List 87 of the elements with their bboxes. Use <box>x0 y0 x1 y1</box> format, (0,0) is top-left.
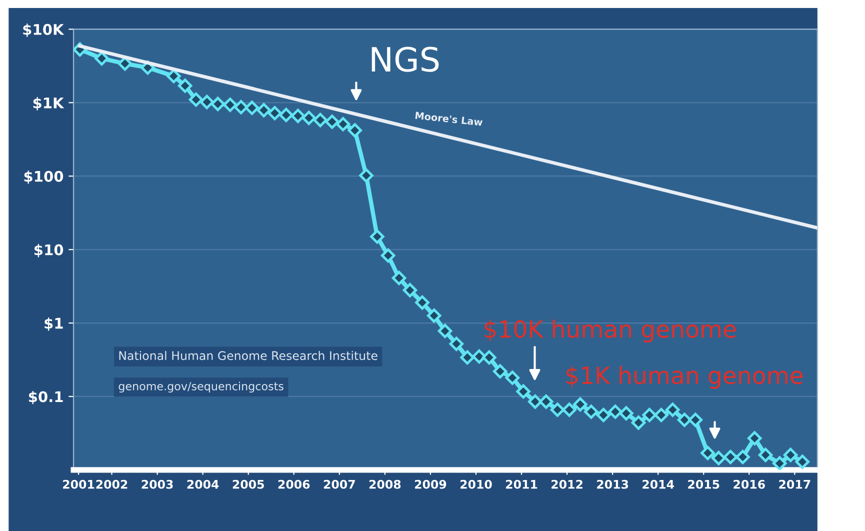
x-tick-label: 2013 <box>597 480 628 489</box>
point <box>711 450 726 466</box>
point <box>336 117 350 132</box>
point <box>380 248 396 263</box>
point <box>472 349 486 364</box>
point <box>528 394 542 409</box>
point <box>516 384 530 399</box>
point <box>492 364 508 378</box>
point <box>313 112 328 128</box>
point <box>392 270 406 286</box>
annotation: $1K human genome <box>566 366 803 389</box>
annotation: NGS <box>372 46 439 72</box>
point <box>348 123 362 138</box>
point <box>256 103 271 118</box>
point <box>596 408 611 422</box>
y-tick-label: $10 <box>34 244 64 258</box>
x-tick-label: 2017 <box>779 480 810 489</box>
point <box>449 336 464 352</box>
point <box>290 108 306 124</box>
annotation: $10K human genome <box>484 320 736 343</box>
point <box>783 448 798 462</box>
point <box>244 100 260 115</box>
point <box>747 431 762 446</box>
point <box>438 324 452 338</box>
point <box>94 51 109 66</box>
x-tick-label: 2001 <box>63 480 94 489</box>
point <box>758 448 773 462</box>
point <box>188 92 204 107</box>
annotation: genome.gov/sequencingcosts <box>118 382 284 393</box>
point <box>278 108 294 122</box>
point <box>234 100 248 114</box>
point <box>573 397 588 412</box>
point <box>505 370 520 385</box>
point <box>178 78 192 93</box>
point <box>222 98 238 112</box>
y-tick-label: $0.1 <box>28 390 63 404</box>
point <box>538 394 554 409</box>
point <box>200 94 214 110</box>
point <box>654 408 668 422</box>
point <box>642 408 657 422</box>
x-tick-label: 2009 <box>414 480 446 489</box>
x-tick-label: 2010 <box>460 480 492 489</box>
point <box>666 402 680 417</box>
point <box>736 450 750 464</box>
point <box>210 96 225 112</box>
x-tick-label: 2014 <box>642 480 674 489</box>
point <box>772 456 787 470</box>
point <box>324 114 340 129</box>
x-tick-label: 2005 <box>232 480 264 489</box>
point <box>460 350 474 365</box>
point <box>426 308 442 323</box>
point <box>482 350 496 365</box>
x-tick-label: 2016 <box>734 480 765 489</box>
y-tick-label: $1 <box>44 317 63 331</box>
point <box>118 56 132 71</box>
point <box>677 412 692 428</box>
point <box>723 450 738 464</box>
point <box>550 402 565 417</box>
text: Moore's Law <box>415 112 483 126</box>
point <box>700 446 715 460</box>
annotation: National Human Genome Research Institute <box>119 350 378 360</box>
y-tick-label: $1K <box>33 97 64 110</box>
point <box>166 68 181 84</box>
x-tick-label: 2002 <box>96 480 128 489</box>
point <box>619 406 634 420</box>
x-tick-label: 2008 <box>369 480 401 489</box>
point <box>608 404 622 419</box>
x-tick-label: 2011 <box>506 480 538 489</box>
y-tick-label: $10K <box>23 24 64 37</box>
point <box>302 110 316 126</box>
point <box>359 168 374 183</box>
point <box>584 404 598 419</box>
point <box>370 229 384 244</box>
y-tick-label: $100 <box>24 170 64 184</box>
point <box>415 295 430 310</box>
x-tick-label: 2012 <box>552 480 582 489</box>
x-tick-label: 2015 <box>688 480 720 489</box>
point <box>795 454 810 469</box>
x-tick-label: 2004 <box>187 480 219 489</box>
point <box>688 412 703 428</box>
x-tick-label: 2006 <box>278 480 310 489</box>
point <box>402 283 418 298</box>
point <box>562 402 576 417</box>
x-tick-label: 2007 <box>324 480 355 489</box>
point <box>631 416 646 430</box>
point <box>268 106 282 120</box>
x-tick-label: 2003 <box>142 480 173 489</box>
